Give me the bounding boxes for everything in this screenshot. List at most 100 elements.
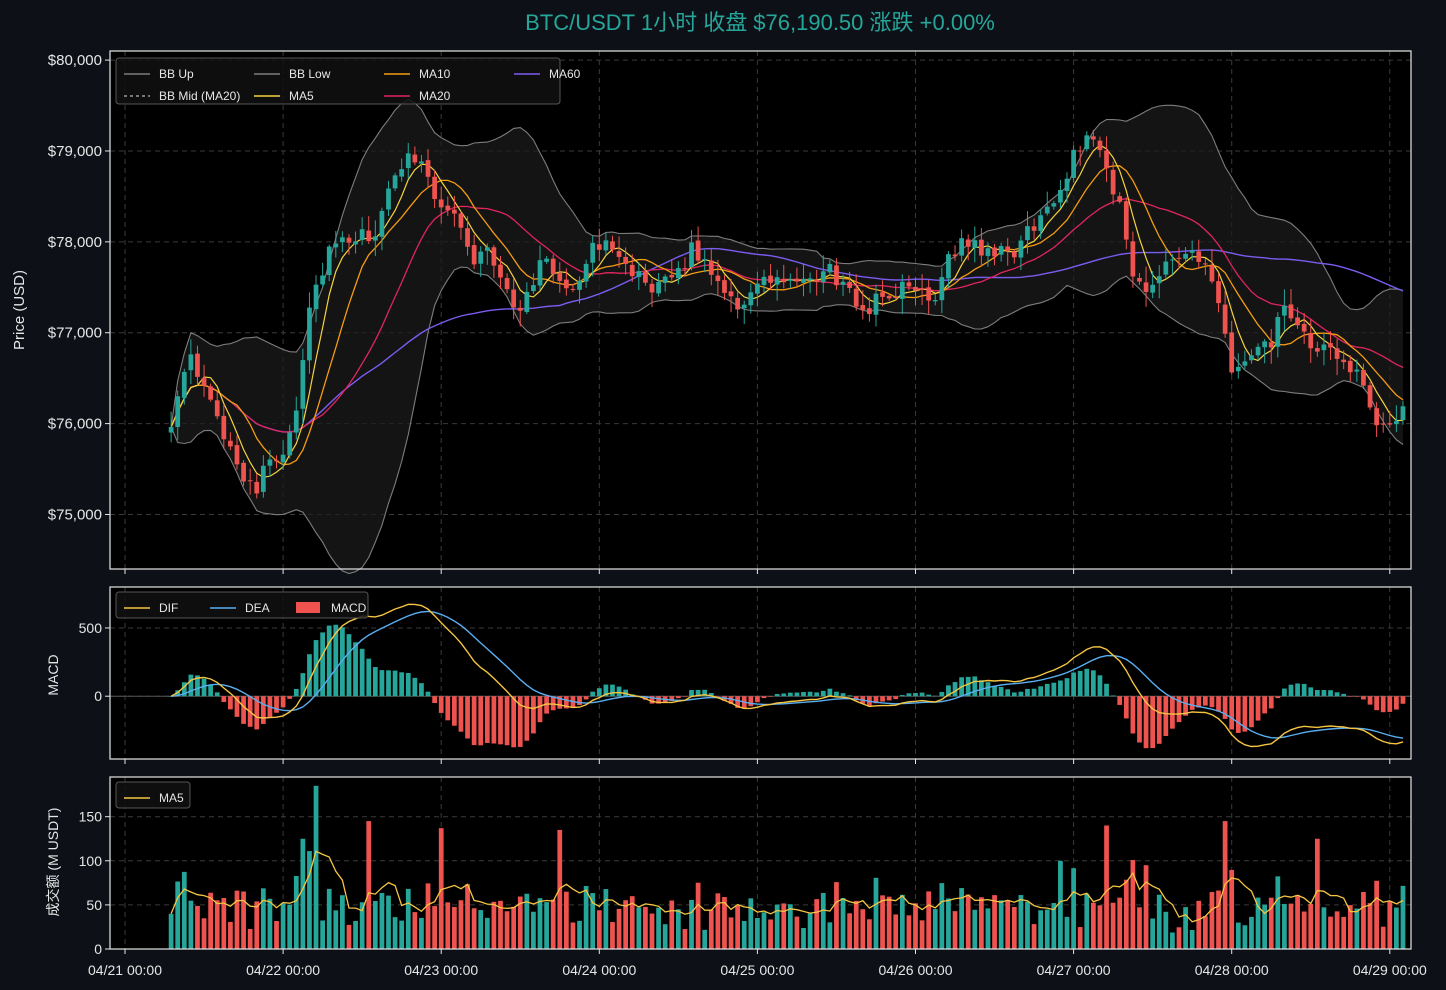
- macd-bar: [1189, 696, 1195, 710]
- macd-bar: [939, 691, 945, 697]
- candle-body: [1064, 178, 1070, 191]
- candle-body: [1328, 343, 1333, 348]
- candle-body: [952, 254, 958, 257]
- candle-body: [722, 280, 727, 293]
- volume-bar: [1288, 903, 1294, 949]
- volume-bar: [1268, 897, 1274, 949]
- macd-bar: [675, 696, 681, 699]
- candle-body: [643, 271, 648, 283]
- macd-bar: [1150, 696, 1156, 749]
- macd-bar: [992, 685, 997, 697]
- candle-body: [484, 247, 490, 251]
- candle-body: [465, 228, 470, 247]
- volume-bar: [432, 906, 437, 949]
- candle-body: [537, 260, 543, 286]
- macd-panel: 0 500 MACD DIF DEA MACD: [45, 586, 1412, 760]
- macd-bar: [557, 696, 563, 709]
- volume-bar: [228, 921, 233, 949]
- candle-body: [781, 278, 787, 283]
- volume-bar: [537, 898, 543, 949]
- candle-body: [873, 293, 879, 315]
- volume-bar: [781, 903, 787, 949]
- candle-body: [1051, 203, 1057, 207]
- macd-bar: [610, 684, 615, 697]
- candle-body: [847, 281, 852, 288]
- candle-body: [748, 292, 754, 306]
- candle-body: [1222, 304, 1228, 334]
- macd-bar: [1044, 683, 1050, 697]
- y-tick-label: $80,000: [48, 52, 102, 69]
- candle-body: [577, 280, 582, 290]
- candle-body: [438, 199, 444, 208]
- volume-bar: [1176, 927, 1182, 949]
- volume-bar: [563, 891, 569, 949]
- volume-bar: [1090, 902, 1096, 949]
- candle-body: [1229, 332, 1235, 373]
- macd-bar: [834, 691, 839, 697]
- macd-bar: [524, 696, 530, 741]
- macd-bar: [1143, 696, 1149, 749]
- macd-lines: [170, 603, 1404, 748]
- macd-bar: [1328, 690, 1333, 697]
- macd-bar: [1262, 696, 1268, 714]
- ma20-line: [170, 198, 1404, 433]
- y-tick-label: 0: [94, 688, 102, 704]
- candle-body: [570, 288, 576, 290]
- macd-bar: [392, 670, 398, 697]
- volume-bar: [181, 871, 187, 949]
- macd-bar: [478, 696, 484, 746]
- candle-body: [939, 277, 945, 301]
- candle-body: [359, 229, 365, 240]
- macd-bar: [254, 696, 260, 730]
- macd-bar: [1031, 688, 1037, 697]
- candle-body: [392, 175, 398, 189]
- y-tick-label: 0: [94, 941, 102, 957]
- volume-bar: [708, 909, 714, 949]
- volume-bar: [748, 898, 754, 949]
- legend-label: BB Low: [289, 67, 331, 81]
- volume-bar: [465, 884, 470, 949]
- macd-bar: [1361, 696, 1366, 700]
- macd-bar: [1268, 696, 1274, 709]
- volume-bar: [274, 920, 279, 949]
- legend-label: MA60: [549, 67, 581, 81]
- macd-bar: [616, 686, 622, 697]
- candle-body: [452, 209, 457, 214]
- macd-bar: [188, 674, 194, 697]
- macd-bar: [405, 672, 411, 697]
- y-tick-label: 500: [79, 620, 103, 636]
- macd-bar: [438, 696, 444, 713]
- volume-bar: [722, 897, 727, 949]
- macd-bar: [1156, 696, 1162, 744]
- macd-bar: [807, 691, 813, 697]
- macd-bar: [1025, 688, 1030, 697]
- y-tick-label: 50: [86, 897, 102, 913]
- macd-bar: [195, 675, 200, 697]
- candle-body: [208, 386, 214, 400]
- x-tick-label: 04/28 00:00: [1195, 962, 1269, 978]
- macd-bar: [774, 693, 780, 697]
- macd-bar: [695, 689, 701, 697]
- volume-bar: [320, 920, 325, 949]
- volume-bar: [629, 896, 635, 949]
- volume-bar: [952, 911, 958, 949]
- candle-body: [1104, 150, 1109, 169]
- macd-bar: [1209, 696, 1215, 708]
- candle-body: [1268, 342, 1274, 348]
- volume-bar: [913, 903, 918, 949]
- macd-bar: [820, 690, 826, 697]
- candle-body: [1374, 408, 1379, 426]
- macd-bar: [880, 696, 885, 702]
- volume-bar: [946, 898, 951, 949]
- candle-body: [695, 240, 701, 261]
- dif-line: [170, 603, 1404, 748]
- volume-bar: [1196, 900, 1202, 949]
- macd-bar: [1242, 696, 1248, 732]
- volume-bar: [353, 920, 358, 949]
- volume-bar: [1255, 897, 1261, 949]
- candle-body: [596, 244, 602, 250]
- macd-bar: [1249, 696, 1254, 728]
- macd-bar: [1058, 680, 1063, 697]
- chart-title: BTC/USDT 1小时 收盘 $76,190.50 涨跌 +0.00%: [525, 10, 995, 35]
- volume-bar: [636, 907, 642, 949]
